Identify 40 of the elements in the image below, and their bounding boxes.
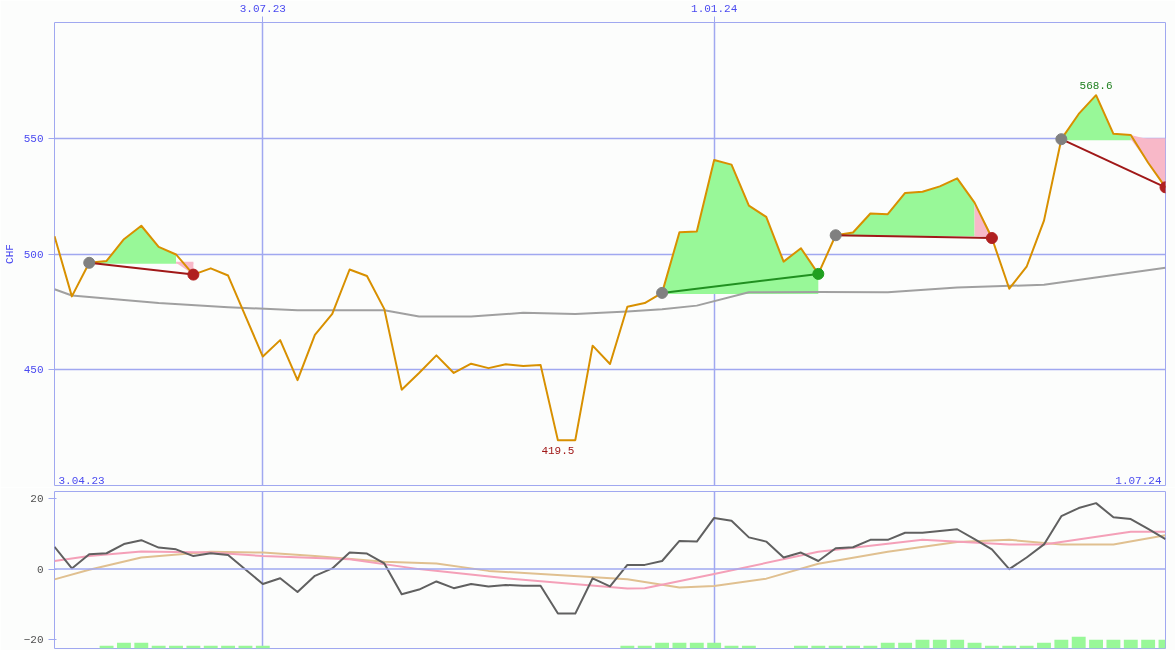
bar — [655, 642, 670, 649]
point — [83, 256, 96, 269]
annotation: 419.5 — [541, 445, 575, 458]
line-series — [54, 94, 1166, 442]
bar — [1037, 642, 1051, 649]
line-series — [54, 266, 1166, 318]
point — [187, 268, 200, 281]
bar — [1089, 639, 1104, 649]
y-tick-label: 450 — [23, 364, 44, 377]
bar — [880, 642, 895, 649]
bar — [1054, 639, 1069, 649]
bar — [116, 642, 131, 649]
bar — [1071, 636, 1086, 649]
x-tick-label: 3.07.23 — [239, 2, 286, 15]
point — [829, 229, 842, 242]
point — [985, 232, 998, 245]
bar — [1141, 639, 1156, 649]
point — [1055, 133, 1068, 146]
bar — [689, 642, 704, 649]
bar — [932, 639, 947, 649]
y-tick-label: 550 — [23, 132, 44, 145]
y-axis-title: CHF — [3, 244, 16, 264]
y-tick-label: 20 — [30, 493, 44, 506]
x-tick-label: 1.01.24 — [691, 2, 738, 15]
point — [656, 286, 669, 299]
bar — [1106, 639, 1121, 649]
bar — [672, 642, 687, 649]
y-tick-label: 0 — [36, 563, 44, 576]
annotation: 568.6 — [1079, 80, 1113, 93]
bar — [134, 642, 149, 649]
bar — [1123, 639, 1138, 649]
annotation: 3.04.23 — [58, 474, 105, 487]
annotation: 1.07.24 — [1115, 474, 1162, 487]
y-tick-label: 500 — [23, 248, 44, 261]
y-tick-label: −20 — [23, 634, 44, 647]
point — [812, 267, 825, 280]
line-series — [54, 502, 1166, 615]
bar — [898, 642, 913, 649]
bar — [707, 642, 722, 649]
bar — [950, 639, 965, 649]
